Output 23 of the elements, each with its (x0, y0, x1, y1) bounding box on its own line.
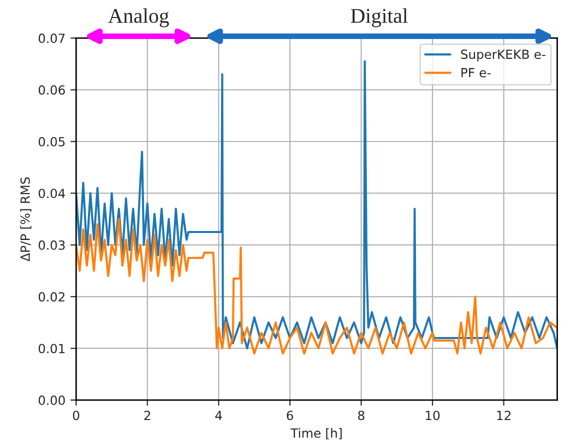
legend-label: PF e- (462, 68, 491, 78)
y-tick-label: 0.00 (38, 396, 65, 405)
x-tick-label: 10 (426, 410, 440, 420)
x-tick-label: 2 (144, 410, 150, 420)
x-tick-label: 12 (497, 410, 510, 420)
legend-label: SuperKEKB e- (461, 50, 546, 62)
y-tick-label: 0.03 (38, 240, 65, 250)
x-tick-label: 8 (358, 410, 364, 420)
x-axis-title: Time [h] (290, 428, 342, 440)
line-series (76, 60, 558, 350)
x-tick-label: 6 (286, 410, 294, 420)
y-tick-label: 0.05 (38, 136, 65, 146)
text: Digital (350, 8, 408, 28)
y-tick-label: 0.07 (38, 34, 65, 44)
x-tick-label: 4 (215, 410, 222, 420)
text: Analog (108, 8, 169, 28)
y-tick-label: 0.04 (38, 188, 65, 198)
x-tick-label: 0 (72, 410, 80, 420)
y-tick-label: 0.01 (38, 344, 65, 354)
y-tick-label: 0.02 (38, 292, 64, 302)
y-axis-title: ΔP/P [%] RMS (20, 177, 32, 262)
line-series (76, 218, 558, 355)
y-tick-label: 0.06 (38, 85, 65, 95)
